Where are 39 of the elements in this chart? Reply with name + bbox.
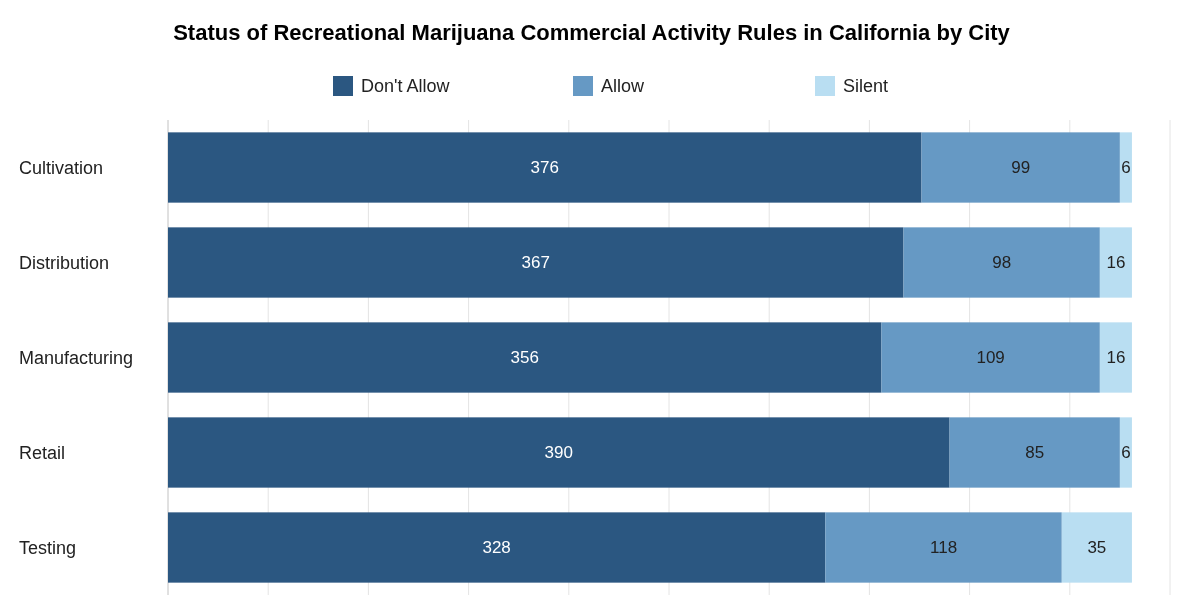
y-tick-label: Retail — [19, 442, 66, 463]
bar — [1099, 322, 1132, 393]
data-label: 356 — [510, 348, 539, 368]
data-label: 35 — [1087, 538, 1107, 558]
data-label: 367 — [521, 253, 550, 273]
y-tick-label: Distribution — [19, 252, 110, 273]
data-label: 390 — [544, 443, 573, 463]
bar — [168, 132, 922, 203]
y-tick-label: Cultivation — [19, 157, 104, 178]
bar — [949, 417, 1120, 488]
data-label: 85 — [1025, 443, 1045, 463]
data-label: 376 — [530, 158, 559, 178]
chart-title: Status of Recreational Marijuana Commercial Activity Rules in California by City — [173, 20, 1011, 45]
legend-label: Don't Allow — [361, 76, 451, 97]
y-tick-label: Testing — [19, 537, 77, 558]
bar — [921, 132, 1120, 203]
data-label: 98 — [992, 253, 1012, 273]
data-label: 16 — [1106, 253, 1126, 273]
y-tick-label: Manufacturing — [19, 347, 134, 368]
bar — [168, 227, 904, 298]
bar — [825, 512, 1062, 583]
data-label: 16 — [1106, 348, 1126, 368]
legend-label: Silent — [843, 76, 889, 97]
data-label: 6 — [1121, 443, 1131, 463]
bar — [1061, 512, 1132, 583]
bar — [168, 417, 950, 488]
data-label: 109 — [976, 348, 1005, 368]
data-label: 6 — [1121, 158, 1131, 178]
data-label: 99 — [1011, 158, 1031, 178]
bar — [168, 512, 826, 583]
bar — [881, 322, 1100, 393]
legend-label: Allow — [601, 76, 646, 97]
data-label: 328 — [482, 538, 511, 558]
bar — [1099, 227, 1132, 298]
data-label: 118 — [929, 538, 958, 558]
bar — [1119, 132, 1132, 203]
bar — [168, 322, 882, 393]
bar — [903, 227, 1100, 298]
bar — [1119, 417, 1132, 488]
